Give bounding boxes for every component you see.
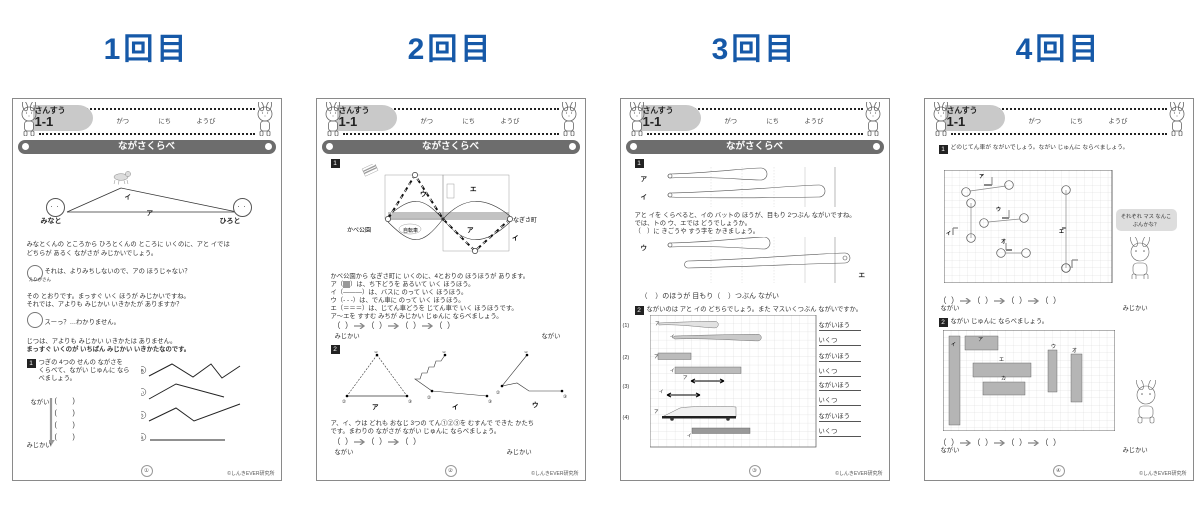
svg-text:③: ③ <box>563 394 568 399</box>
svg-text:ウ: ウ <box>996 206 1001 213</box>
svg-text:ウ: ウ <box>1051 343 1056 350</box>
svg-text:イ: イ <box>512 234 519 242</box>
svg-text:イ: イ <box>659 389 664 394</box>
svg-text:カ: カ <box>1001 376 1006 382</box>
svg-text:イ: イ <box>670 334 675 339</box>
svg-text:オ: オ <box>1001 238 1006 245</box>
svg-text:イ: イ <box>687 433 692 438</box>
svg-text:イ: イ <box>946 231 951 237</box>
svg-text:う: う <box>141 412 144 418</box>
svg-text:エ: エ <box>1059 229 1064 235</box>
svg-text:①: ① <box>442 351 447 354</box>
svg-text:い: い <box>141 390 144 395</box>
svg-text:②: ② <box>496 390 501 395</box>
svg-text:①: ① <box>524 351 529 354</box>
svg-text:①: ① <box>374 351 379 354</box>
svg-text:あ: あ <box>141 368 144 373</box>
svg-text:ア: ア <box>372 403 379 411</box>
svg-text:ウ: ウ <box>532 401 539 409</box>
svg-text:なぎさ町: なぎさ町 <box>513 216 537 224</box>
svg-text:②: ② <box>342 399 347 404</box>
svg-text:ア: ア <box>978 337 983 343</box>
svg-text:ア: ア <box>979 174 984 180</box>
svg-text:え: え <box>141 434 144 440</box>
svg-text:ウ: ウ <box>420 190 427 198</box>
svg-text:イ: イ <box>951 342 956 348</box>
svg-text:③: ③ <box>408 399 413 404</box>
svg-text:オ: オ <box>1072 348 1077 354</box>
svg-text:③: ③ <box>488 399 493 404</box>
svg-text:イ: イ <box>670 368 675 373</box>
svg-text:イ: イ <box>452 403 459 411</box>
svg-text:エ: エ <box>470 186 477 193</box>
svg-text:エ: エ <box>999 357 1004 363</box>
svg-text:ア: ア <box>467 226 474 234</box>
svg-text:自転車: 自転車 <box>403 227 418 234</box>
svg-text:かべ公園: かべ公園 <box>347 227 371 234</box>
svg-text:②: ② <box>427 395 432 400</box>
